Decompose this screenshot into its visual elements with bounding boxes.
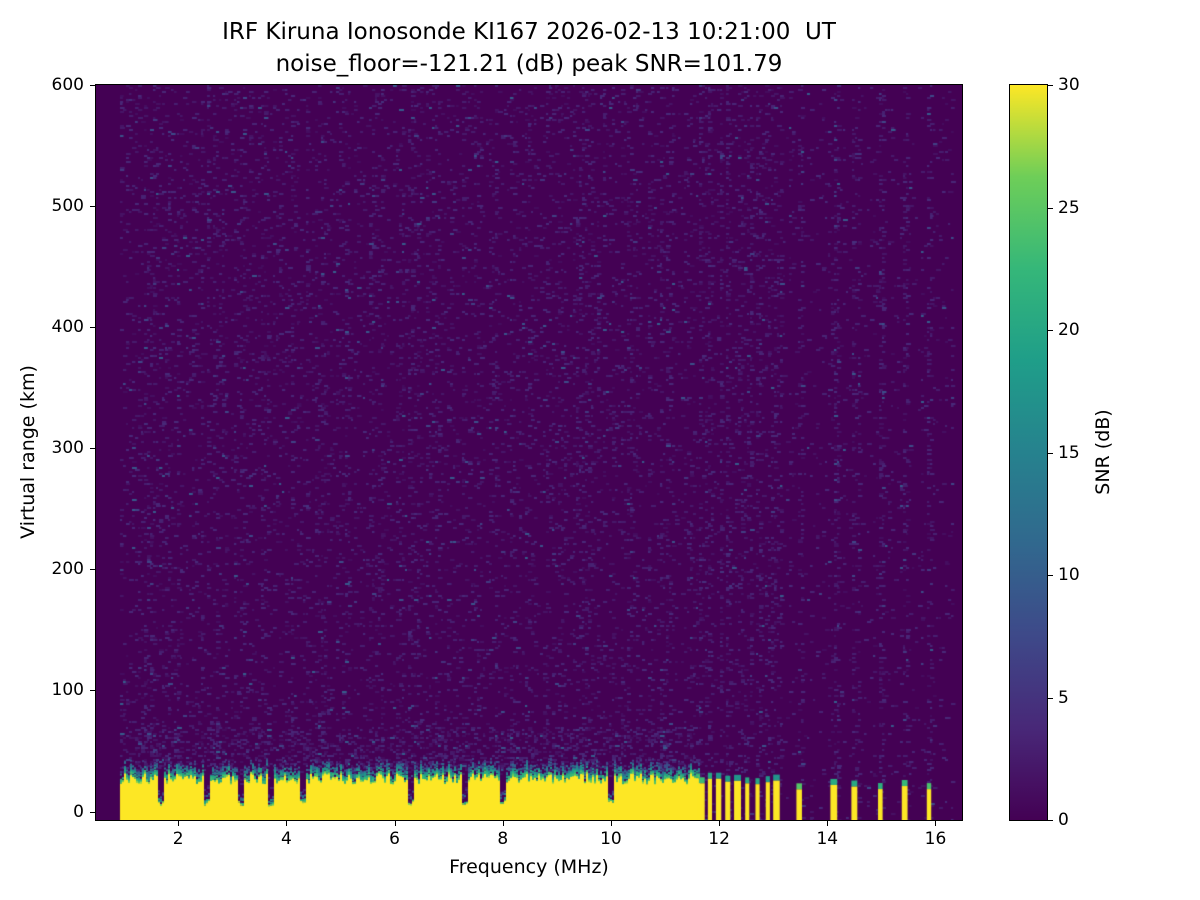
- colorbar-tick-label: 30: [1058, 75, 1080, 95]
- y-axis-label: Virtual range (km): [17, 365, 39, 539]
- y-tick-label: 300: [51, 438, 84, 459]
- colorbar-tick-label: 20: [1058, 320, 1080, 340]
- y-tick-mark: [90, 206, 96, 208]
- colorbar-tick-label: 0: [1058, 810, 1069, 830]
- chart-title: IRF Kiruna Ionosonde KI167 2026-02-13 10…: [222, 19, 836, 45]
- colorbar-tick-mark: [1048, 207, 1053, 209]
- x-tick-mark: [286, 821, 288, 826]
- x-tick-label: 14: [816, 829, 839, 849]
- colorbar-tick-label: 15: [1058, 442, 1080, 463]
- x-tick-mark: [394, 821, 396, 826]
- y-tick-label: 600: [51, 75, 84, 95]
- y-tick-mark: [90, 811, 96, 813]
- colorbar-label: SNR (dB): [1092, 409, 1114, 495]
- chart-subtitle: noise_floor=-121.21 (dB) peak SNR=101.79: [275, 51, 783, 77]
- y-tick-mark: [90, 690, 96, 692]
- colorbar-tick-mark: [1048, 697, 1053, 699]
- colorbar-tick-mark: [1048, 85, 1053, 86]
- x-tick-label: 4: [280, 829, 292, 849]
- colorbar-tick-mark: [1048, 820, 1053, 821]
- x-tick-label: 2: [172, 829, 184, 849]
- colorbar-tick-mark: [1048, 330, 1053, 331]
- x-tick-mark: [719, 821, 721, 826]
- y-tick-mark: [90, 327, 96, 329]
- y-tick-label: 200: [51, 559, 84, 580]
- colorbar-tick-label: 25: [1058, 197, 1080, 218]
- colorbar-tick-label: 5: [1058, 687, 1069, 708]
- colorbar: [1009, 84, 1048, 821]
- y-tick-label: 0: [73, 801, 84, 822]
- y-tick-mark: [90, 85, 96, 86]
- x-tick-label: 16: [924, 829, 947, 849]
- colorbar-tick-mark: [1048, 575, 1053, 576]
- y-tick-mark: [90, 569, 96, 571]
- x-tick-mark: [827, 821, 829, 826]
- x-tick-mark: [178, 821, 180, 826]
- y-tick-mark: [90, 448, 96, 450]
- x-axis-label: Frequency (MHz): [449, 856, 609, 878]
- colorbar-tick-label: 10: [1058, 565, 1080, 585]
- x-tick-label: 10: [600, 829, 622, 849]
- x-tick-label: 6: [389, 829, 400, 849]
- plot-area: [95, 84, 963, 821]
- y-tick-label: 400: [51, 317, 84, 338]
- y-tick-label: 500: [51, 196, 84, 217]
- x-tick-mark: [502, 821, 504, 826]
- x-tick-mark: [610, 821, 612, 826]
- x-tick-label: 12: [708, 829, 730, 849]
- x-tick-label: 8: [497, 829, 509, 849]
- colorbar-tick-mark: [1048, 452, 1053, 454]
- ionogram-heatmap-canvas: [96, 85, 962, 820]
- y-tick-label: 100: [51, 680, 84, 701]
- x-tick-mark: [935, 821, 937, 826]
